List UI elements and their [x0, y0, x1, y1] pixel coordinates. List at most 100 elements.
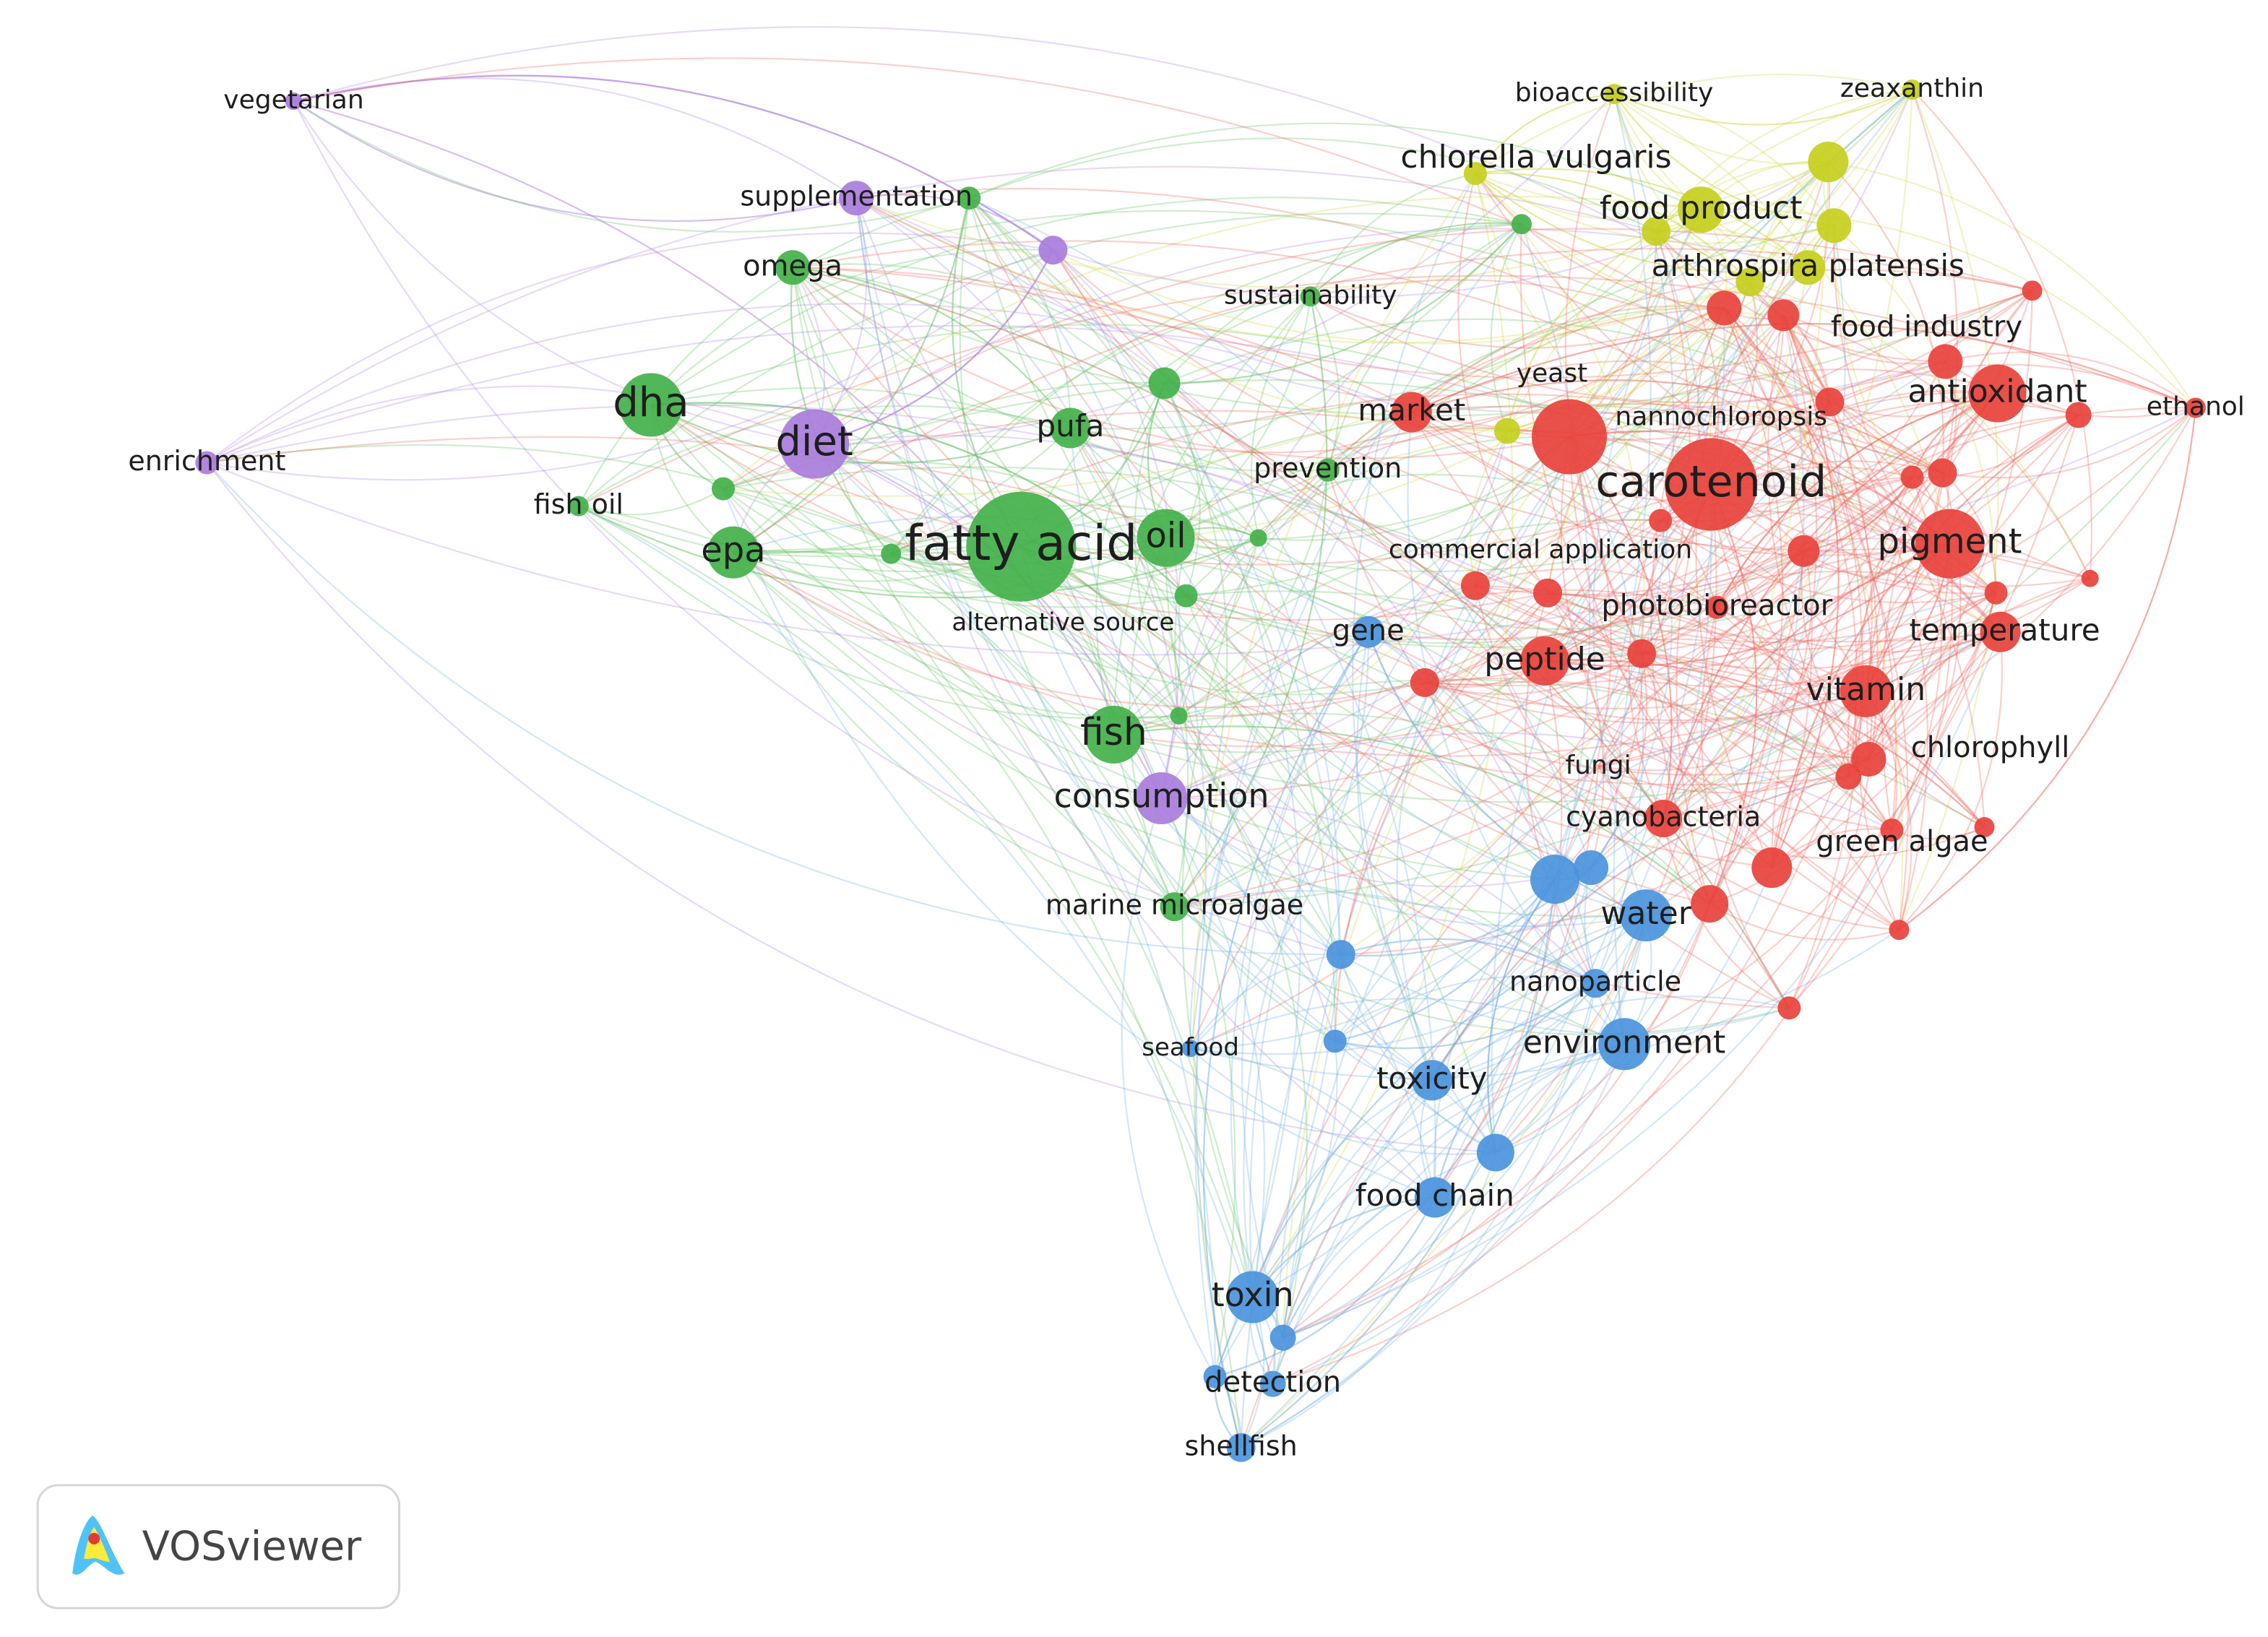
- edge: [1251, 1079, 1433, 1297]
- edge: [1431, 982, 1596, 1081]
- edge: [1676, 314, 1785, 904]
- node-label: nannochloropsis: [1615, 402, 1827, 432]
- node: [1915, 509, 1985, 579]
- edge: [1189, 954, 1341, 1049]
- node-label: temperature: [1910, 612, 2100, 647]
- edge: [1941, 472, 1997, 593]
- edge: [1431, 775, 1849, 1081]
- edge: [650, 387, 1259, 539]
- edge: [650, 402, 1187, 597]
- edge: [1340, 954, 1790, 1035]
- edge: [1475, 161, 1829, 587]
- edge: [1195, 411, 1413, 1448]
- edge: [1544, 537, 1950, 662]
- edge: [1898, 407, 2196, 931]
- edge: [1710, 484, 1985, 828]
- edge: [1475, 93, 1615, 174]
- edge: [1340, 519, 1661, 955]
- edge: [1641, 653, 1900, 931]
- node: [1889, 920, 1910, 941]
- edge: [1828, 161, 2196, 409]
- edge: [1161, 797, 1596, 984]
- edge: [1174, 436, 1571, 908]
- edge: [207, 436, 1900, 930]
- edge: [1282, 415, 2079, 1339]
- edge: [1282, 915, 1647, 1339]
- edge: [814, 249, 1054, 445]
- edge: [968, 122, 1702, 211]
- node: [1085, 705, 1143, 764]
- edge: [1569, 436, 1673, 819]
- edge: [1554, 653, 1643, 880]
- node: [1815, 387, 1845, 417]
- node: [1851, 741, 1887, 777]
- edge: [792, 267, 1115, 735]
- edge: [1597, 690, 1867, 772]
- node-label: carotenoid: [1595, 457, 1827, 507]
- edge: [890, 295, 1311, 555]
- node-label: arthrospira platensis: [1652, 248, 1965, 283]
- node-label: epa: [701, 530, 765, 571]
- edge: [1782, 314, 1946, 365]
- edge: [1368, 631, 1597, 984]
- edge: [968, 197, 1072, 428]
- edge: [1749, 281, 2091, 579]
- edge: [1833, 225, 1997, 593]
- edge: [650, 402, 1187, 597]
- node-label: consumption: [1054, 776, 1269, 815]
- edge: [1946, 290, 2033, 544]
- edge: [1340, 631, 2001, 956]
- node: [1678, 186, 1725, 233]
- edge: [1546, 281, 1751, 593]
- edge: [855, 197, 1596, 985]
- node: [1707, 290, 1742, 326]
- edge: [1202, 631, 1369, 1448]
- edge: [1282, 903, 1711, 1339]
- node: [1476, 1133, 1514, 1172]
- edge: [1424, 407, 2196, 687]
- node-label: shellfish: [1184, 1430, 1297, 1461]
- edge: [1069, 428, 1556, 881]
- edge: [1663, 392, 1998, 819]
- edge: [1547, 592, 1605, 868]
- edge: [1590, 550, 1805, 868]
- edge: [1368, 631, 1556, 880]
- edge: [733, 198, 970, 553]
- edge: [733, 381, 1165, 553]
- edge: [1368, 431, 1509, 633]
- edge: [650, 404, 1556, 881]
- edge: [1641, 476, 1913, 655]
- edge: [206, 232, 1053, 464]
- edge: [1663, 392, 1998, 819]
- edge: [650, 404, 1254, 1297]
- node-label: fungi: [1565, 751, 1631, 780]
- edge: [1709, 484, 1758, 904]
- node: [1649, 509, 1673, 532]
- edge: [1868, 631, 2001, 760]
- edge: [1474, 585, 1710, 905]
- edge: [1624, 592, 1997, 1045]
- edge: [1424, 592, 1997, 709]
- edge: [1163, 223, 1522, 384]
- edge: [293, 26, 1784, 316]
- node: [881, 543, 902, 564]
- edge: [1865, 89, 1958, 692]
- edge: [1865, 691, 1913, 930]
- node-label: peptide: [1484, 641, 1605, 678]
- edge: [1282, 1043, 1625, 1339]
- edge: [1613, 93, 1835, 226]
- edge: [1410, 411, 1869, 760]
- edge: [1174, 360, 1946, 908]
- node-label: water: [1600, 895, 1691, 932]
- edge: [1352, 173, 1476, 1081]
- edge: [1613, 93, 1834, 227]
- edge: [206, 462, 1341, 956]
- edge: [1327, 470, 1790, 1009]
- node: [1530, 855, 1580, 904]
- node: [1531, 399, 1608, 475]
- edge: [723, 460, 1167, 539]
- edge: [1495, 915, 1647, 1154]
- node: [1174, 584, 1198, 608]
- node: [1980, 611, 2021, 652]
- edge: [1165, 473, 1661, 539]
